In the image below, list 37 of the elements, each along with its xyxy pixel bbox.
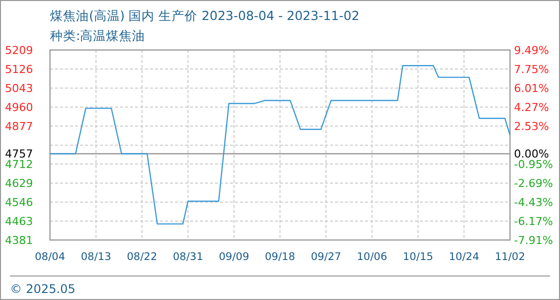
y2-tick-label: -7.91% xyxy=(514,234,553,247)
y-tick-label: 5209 xyxy=(5,44,33,57)
y-tick-label: 5043 xyxy=(5,82,33,96)
chart-subtitle: 种类:高温煤焦油 xyxy=(50,28,146,43)
x-tick-label: 10/06 xyxy=(356,251,388,263)
y2-tick-label: 9.49% xyxy=(514,44,549,57)
y2-tick-label: -4.43% xyxy=(514,196,553,209)
text: © 2025.05 xyxy=(10,282,76,296)
y-tick-label: 4546 xyxy=(5,196,33,210)
y-tick-label: 4381 xyxy=(5,234,33,247)
y2-tick-label: -0.95% xyxy=(514,158,553,171)
y2-tick-label: 0.00% xyxy=(514,148,549,161)
x-tick-label: 11/02 xyxy=(494,251,526,263)
y-tick-label: 4712 xyxy=(5,158,33,172)
y-tick-label: 4463 xyxy=(5,215,33,228)
y2-tick-label: 2.53% xyxy=(514,120,549,133)
y2-tick-label: 6.01% xyxy=(514,82,549,95)
x-tick-label: 09/27 xyxy=(310,251,342,263)
x-tick-label: 10/24 xyxy=(448,251,480,263)
y2-tick-label: -6.17% xyxy=(514,215,553,228)
x-tick-label: 08/22 xyxy=(126,251,158,263)
y-tick-label: 5126 xyxy=(5,63,33,76)
y2-tick-label: 7.75% xyxy=(514,63,549,76)
line-series xyxy=(49,65,511,225)
x-tick-label: 08/04 xyxy=(34,251,66,263)
x-tick-label: 08/31 xyxy=(172,251,204,263)
x-tick-label: 08/13 xyxy=(80,251,112,263)
x-tick-label: 10/15 xyxy=(402,251,434,263)
x-tick-label: 09/18 xyxy=(264,251,296,263)
y-tick-label: 4757 xyxy=(5,148,33,161)
x-tick-label: 09/09 xyxy=(218,251,250,263)
y-tick-label: 4629 xyxy=(5,177,33,190)
y2-tick-label: -2.69% xyxy=(514,177,553,190)
chart-title: 煤焦油(高温) 国内 生产价 2023-08-04 - 2023-11-02 xyxy=(50,8,360,23)
y2-tick-label: 4.27% xyxy=(514,101,549,114)
y-tick-label: 4960 xyxy=(5,101,33,114)
y-tick-label: 4877 xyxy=(5,120,33,134)
